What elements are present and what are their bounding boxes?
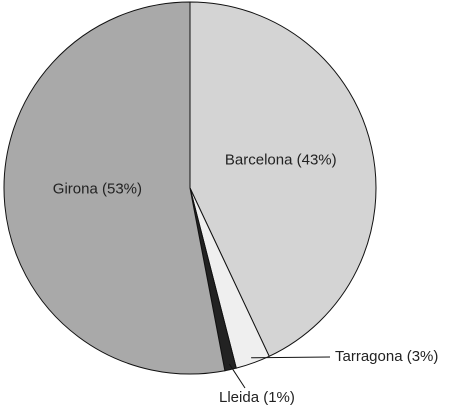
slice-label: Barcelona (43%)	[225, 152, 337, 169]
leader-line	[251, 356, 331, 359]
slice-label: Tarragona (3%)	[335, 348, 438, 365]
slice-label: Girona (53%)	[53, 181, 142, 198]
leader-line	[228, 363, 246, 389]
pie-slice	[3, 1, 226, 375]
pie-slice	[189, 1, 377, 357]
slice-label: Lleida (1%)	[219, 389, 295, 406]
